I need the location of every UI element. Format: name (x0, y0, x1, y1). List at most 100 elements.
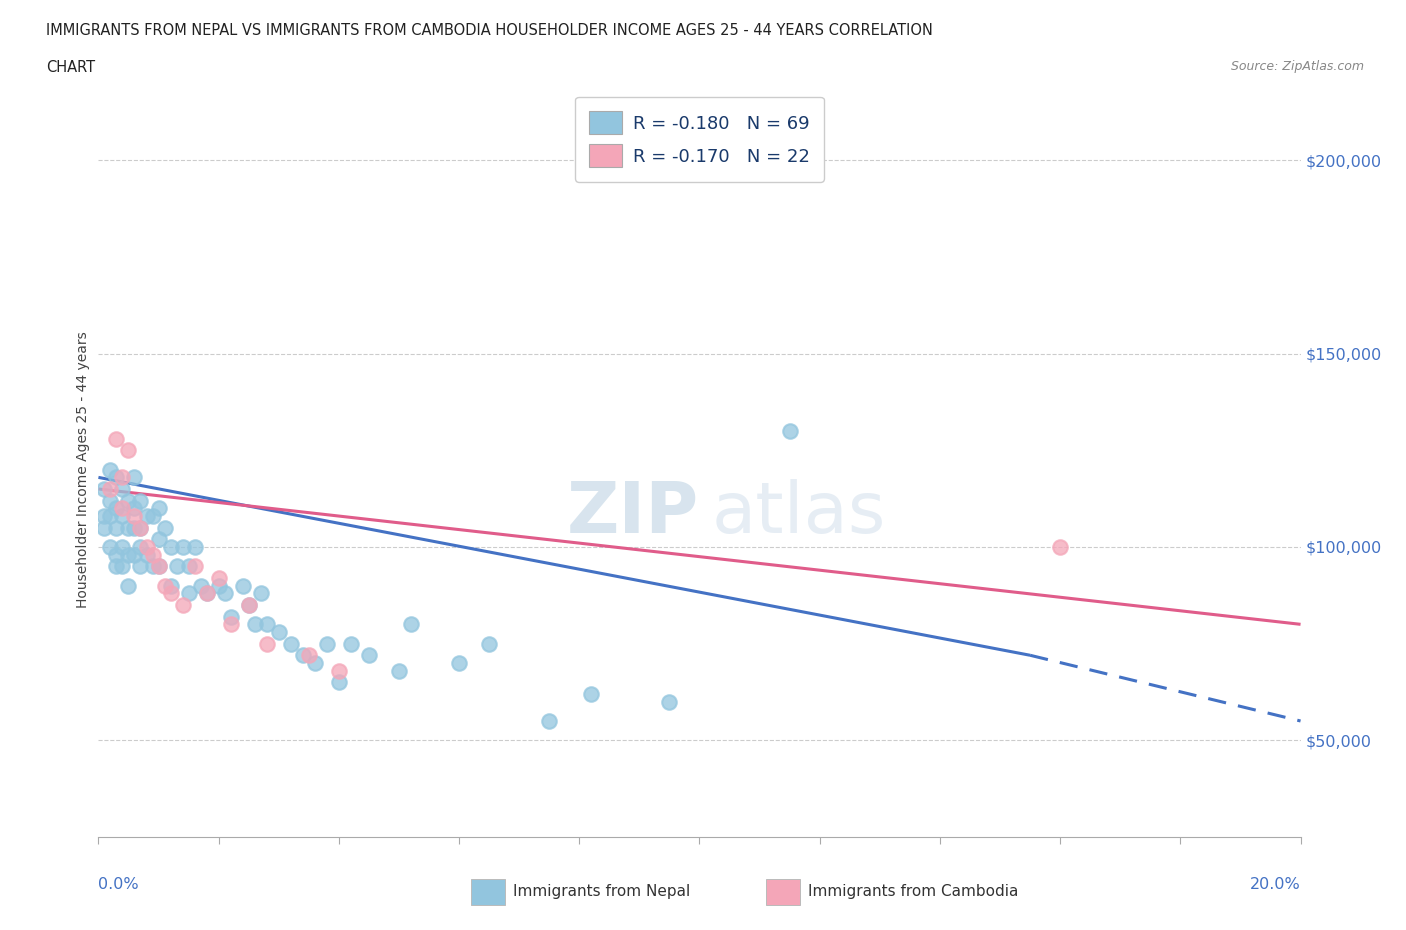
Point (183, 559, 205, 574)
Point (117, 578, 139, 593)
FancyBboxPatch shape (766, 879, 800, 905)
Point (172, 539, 194, 554)
Point (124, 547, 146, 562)
Text: atlas: atlas (711, 479, 886, 548)
Point (111, 482, 134, 497)
Text: 0.0%: 0.0% (98, 877, 139, 893)
Point (135, 547, 157, 562)
Point (148, 559, 170, 574)
Y-axis label: Householder Income Ages 25 - 44 years: Householder Income Ages 25 - 44 years (76, 331, 90, 608)
Point (111, 470, 134, 485)
Text: Immigrants from Cambodia: Immigrants from Cambodia (808, 884, 1019, 899)
Point (117, 547, 139, 562)
Point (129, 559, 152, 574)
Point (105, 470, 128, 485)
Point (124, 501, 146, 516)
Text: CHART: CHART (46, 60, 96, 75)
Point (100, 482, 122, 497)
Point (208, 570, 231, 585)
Point (399, 617, 422, 631)
Point (129, 493, 152, 508)
Text: 20.0%: 20.0% (1250, 877, 1301, 893)
Point (238, 598, 260, 613)
Point (232, 578, 254, 593)
Point (779, 423, 801, 438)
Point (159, 539, 181, 554)
Point (93, 520, 115, 535)
Point (100, 539, 122, 554)
Point (105, 559, 128, 574)
Point (159, 578, 181, 593)
Point (100, 493, 122, 508)
Legend: R = -0.180   N = 69, R = -0.170   N = 22: R = -0.180 N = 69, R = -0.170 N = 22 (575, 97, 824, 182)
Point (93, 509, 115, 524)
Point (538, 713, 561, 728)
Point (153, 578, 176, 593)
Point (208, 578, 231, 593)
Point (340, 636, 363, 651)
Point (105, 432, 128, 446)
Point (328, 663, 350, 678)
Point (159, 586, 181, 601)
Point (256, 617, 278, 631)
Text: IMMIGRANTS FROM NEPAL VS IMMIGRANTS FROM CAMBODIA HOUSEHOLDER INCOME AGES 25 - 4: IMMIGRANTS FROM NEPAL VS IMMIGRANTS FROM… (46, 23, 934, 38)
Text: Immigrants from Nepal: Immigrants from Nepal (513, 884, 690, 899)
Point (256, 636, 278, 651)
Point (183, 539, 205, 554)
Point (280, 636, 302, 651)
Point (315, 636, 337, 651)
Point (100, 509, 122, 524)
Point (214, 586, 236, 601)
Point (124, 509, 146, 524)
Point (129, 520, 152, 535)
Point (249, 586, 271, 601)
Point (177, 559, 200, 574)
Point (1049, 539, 1071, 554)
Point (243, 617, 266, 631)
Point (111, 559, 134, 574)
Point (135, 539, 157, 554)
Point (190, 578, 212, 593)
Point (124, 470, 146, 485)
Point (153, 520, 176, 535)
Point (658, 694, 681, 709)
Point (357, 648, 380, 663)
Point (141, 509, 163, 524)
Point (219, 609, 242, 624)
Point (148, 532, 170, 547)
Point (238, 598, 260, 613)
Point (124, 520, 146, 535)
Point (129, 539, 152, 554)
Point (117, 443, 139, 458)
Point (105, 547, 128, 562)
Point (304, 656, 326, 671)
Point (291, 648, 314, 663)
Point (267, 625, 290, 640)
Point (388, 663, 411, 678)
Point (166, 559, 188, 574)
Point (177, 586, 200, 601)
Point (447, 656, 470, 671)
Point (141, 547, 163, 562)
Point (148, 559, 170, 574)
Point (129, 520, 152, 535)
Point (148, 501, 170, 516)
Point (195, 586, 218, 601)
Point (135, 509, 157, 524)
Point (105, 520, 128, 535)
Point (111, 539, 134, 554)
Point (195, 586, 218, 601)
Point (219, 617, 242, 631)
Point (172, 598, 194, 613)
Point (105, 501, 128, 516)
Text: Source: ZipAtlas.com: Source: ZipAtlas.com (1230, 60, 1364, 73)
Point (93, 482, 115, 497)
Point (581, 686, 603, 701)
Point (111, 509, 134, 524)
Point (328, 675, 350, 690)
Point (111, 501, 134, 516)
Point (117, 520, 139, 535)
Point (100, 462, 122, 477)
Point (298, 648, 321, 663)
Point (478, 636, 501, 651)
